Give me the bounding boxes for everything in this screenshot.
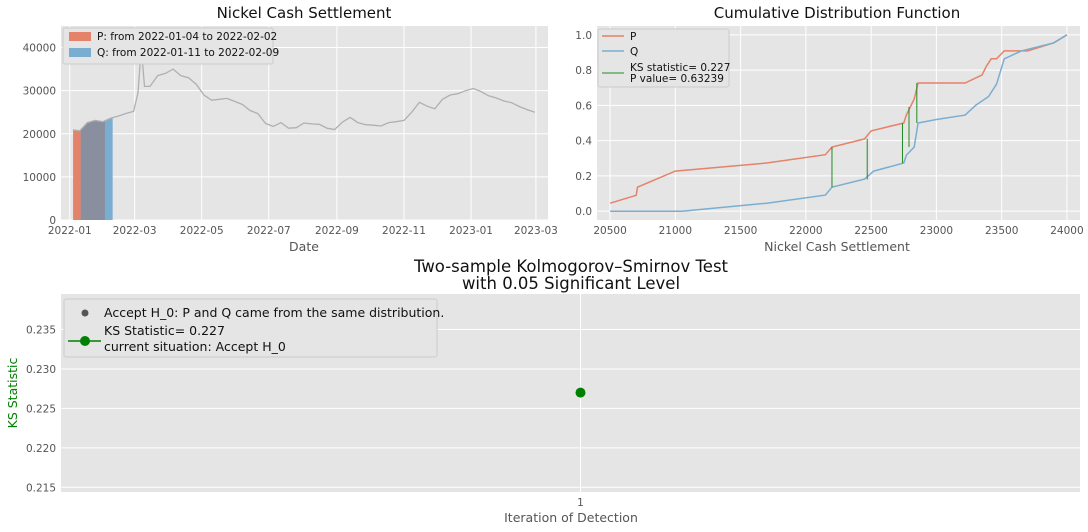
legend-label-p: P: from 2022-01-04 to 2022-02-02 [97, 31, 277, 43]
ks-y-axis-label: KS Statistic [5, 358, 20, 429]
cdf-line-p [609, 34, 1068, 204]
cdf-line-q [610, 34, 1068, 212]
cdf-y-tick: 0.0 [575, 206, 592, 218]
bar-overlap [80, 120, 105, 220]
price-x-tick: 2022-09 [315, 225, 359, 237]
ks-legend-situation: current situation: Accept H_0 [104, 339, 286, 354]
cdf-x-tick: 20500 [593, 225, 626, 237]
legend-swatch-p [69, 32, 91, 41]
ks-legend-stat: KS Statistic= 0.227 [104, 323, 225, 338]
cdf-x-tick: 22500 [854, 225, 887, 237]
price-y-tick: 0 [49, 215, 56, 227]
cdf-x-tick: 21500 [724, 225, 757, 237]
price-y-tick: 10000 [23, 172, 56, 184]
cdf-x-axis-label: Nickel Cash Settlement [764, 239, 910, 254]
price-x-tick: 2023-03 [514, 225, 558, 237]
cdf-x-tick: 23000 [920, 225, 953, 237]
cdf-legend: P Q KS statistic= 0.227 P value= 0.63239 [597, 28, 730, 88]
price-x-tick: 2022-03 [113, 225, 157, 237]
price-x-tick: 2023-01 [449, 225, 493, 237]
price-y-tick: 20000 [23, 129, 56, 141]
ks-legend-accept-marker [81, 309, 89, 317]
ks-legend: Accept H_0: P and Q came from the same d… [63, 298, 444, 358]
ks-x-axis-label: Iteration of Detection [504, 510, 638, 525]
cdf-y-tick: 0.6 [575, 100, 592, 112]
price-legend: P: from 2022-01-04 to 2022-02-02 Q: from… [62, 27, 279, 65]
ks-legend-accept: Accept H_0: P and Q came from the same d… [104, 305, 444, 320]
price-x-axis-label: Date [289, 239, 319, 254]
cdf-legend-q: Q [630, 46, 638, 58]
price-chart-title: Nickel Cash Settlement [217, 4, 392, 22]
price-x-tick: 2022-05 [180, 225, 224, 237]
cdf-x-tick: 23500 [985, 225, 1018, 237]
cdf-chart: Cumulative Distribution Function 0.0 0.2 0… [575, 4, 1083, 254]
price-x-tick: 2022-11 [382, 225, 426, 237]
ks-test-chart: Two-sample Kolmogorov–Smirnov Test with … [5, 257, 1080, 525]
cdf-y-tick: 0.4 [575, 136, 592, 148]
price-y-tick: 40000 [23, 43, 56, 55]
ks-x-tick: 1 [577, 497, 584, 509]
legend-swatch-q [69, 48, 91, 57]
ks-chart-title: Two-sample Kolmogorov–Smirnov Test [413, 257, 729, 276]
price-x-tick: 2022-01 [48, 225, 92, 237]
cdf-y-tick: 0.2 [575, 171, 592, 183]
ks-chart-subtitle: with 0.05 Significant Level [462, 274, 680, 293]
cdf-x-tick: 22000 [789, 225, 822, 237]
ks-y-tick: 0.235 [26, 324, 56, 336]
cdf-legend-ks: KS statistic= 0.227 [630, 62, 730, 74]
legend-label-q: Q: from 2022-01-11 to 2022-02-09 [97, 47, 279, 59]
ks-y-tick: 0.225 [26, 403, 56, 415]
price-chart: Nickel Cash Settlement 0 10000 20000 30000 4… [23, 4, 558, 254]
cdf-legend-pvalue: P value= 0.63239 [630, 73, 724, 85]
cdf-x-tick: 21000 [659, 225, 692, 237]
ks-point [575, 387, 586, 398]
price-x-tick: 2022-07 [247, 225, 291, 237]
cdf-x-tick: 24000 [1050, 225, 1083, 237]
cdf-legend-p: P [630, 31, 636, 43]
price-y-tick: 30000 [23, 86, 56, 98]
ks-y-tick: 0.215 [26, 482, 56, 494]
cdf-chart-title: Cumulative Distribution Function [714, 4, 960, 22]
cdf-y-tick: 1.0 [575, 30, 592, 42]
cdf-y-tick: 0.8 [575, 65, 592, 77]
ks-y-tick: 0.230 [26, 364, 56, 376]
ks-y-tick: 0.220 [26, 443, 56, 455]
ks-legend-stat-marker [80, 336, 90, 346]
